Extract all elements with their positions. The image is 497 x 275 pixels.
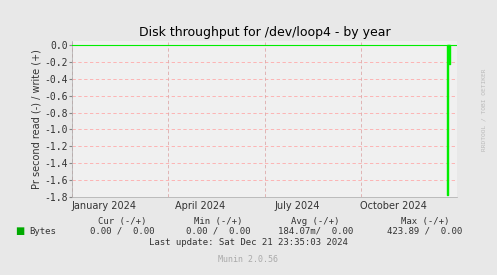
Text: April 2024: April 2024 xyxy=(175,201,226,211)
Text: ■: ■ xyxy=(15,226,24,236)
Text: 0.00 /  0.00: 0.00 / 0.00 xyxy=(89,227,154,235)
Text: October 2024: October 2024 xyxy=(360,201,426,211)
Text: Avg (-/+): Avg (-/+) xyxy=(291,217,340,226)
Text: July 2024: July 2024 xyxy=(274,201,320,211)
Text: Last update: Sat Dec 21 23:35:03 2024: Last update: Sat Dec 21 23:35:03 2024 xyxy=(149,238,348,247)
Text: Max (-/+): Max (-/+) xyxy=(401,217,449,226)
Text: January 2024: January 2024 xyxy=(72,201,137,211)
Text: Bytes: Bytes xyxy=(29,227,56,235)
Text: 0.00 /  0.00: 0.00 / 0.00 xyxy=(186,227,251,235)
Text: 423.89 /  0.00: 423.89 / 0.00 xyxy=(387,227,463,235)
Y-axis label: Pr second read (-) / write (+): Pr second read (-) / write (+) xyxy=(32,49,42,189)
Text: Min (-/+): Min (-/+) xyxy=(194,217,243,226)
Text: 184.07m/  0.00: 184.07m/ 0.00 xyxy=(278,227,353,235)
Text: Cur (-/+): Cur (-/+) xyxy=(97,217,146,226)
Text: RRDTOOL / TOBI OETIKER: RRDTOOL / TOBI OETIKER xyxy=(482,69,487,151)
Text: Munin 2.0.56: Munin 2.0.56 xyxy=(219,255,278,264)
Title: Disk throughput for /dev/loop4 - by year: Disk throughput for /dev/loop4 - by year xyxy=(139,26,391,39)
